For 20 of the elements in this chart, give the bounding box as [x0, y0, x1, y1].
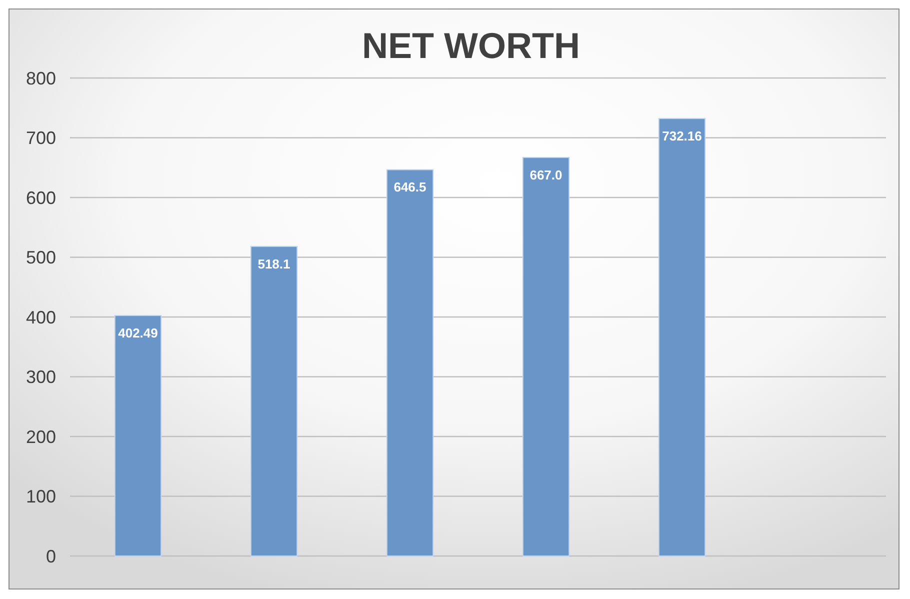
y-tick-label: 800 — [26, 68, 56, 88]
y-tick-label: 200 — [26, 426, 56, 447]
data-label: 518.1 — [258, 256, 290, 272]
y-tick-label: 600 — [26, 188, 56, 208]
y-tick-label: 700 — [26, 128, 56, 148]
bar — [658, 118, 706, 556]
data-label: 646.5 — [394, 180, 426, 195]
y-tick-label: 500 — [26, 248, 56, 268]
bar — [386, 169, 434, 556]
bar — [522, 156, 570, 556]
y-tick-label: 0 — [46, 546, 56, 566]
y-tick-label: 300 — [26, 367, 56, 388]
y-tick-label: 400 — [26, 307, 56, 328]
chart-title: NET WORTH — [362, 25, 580, 66]
data-label: 667.0 — [530, 167, 562, 182]
bar — [250, 246, 298, 556]
data-label: 402.49 — [118, 326, 158, 341]
data-label: 732.16 — [662, 128, 702, 144]
y-tick-label: 100 — [26, 486, 56, 507]
bar — [114, 315, 162, 556]
